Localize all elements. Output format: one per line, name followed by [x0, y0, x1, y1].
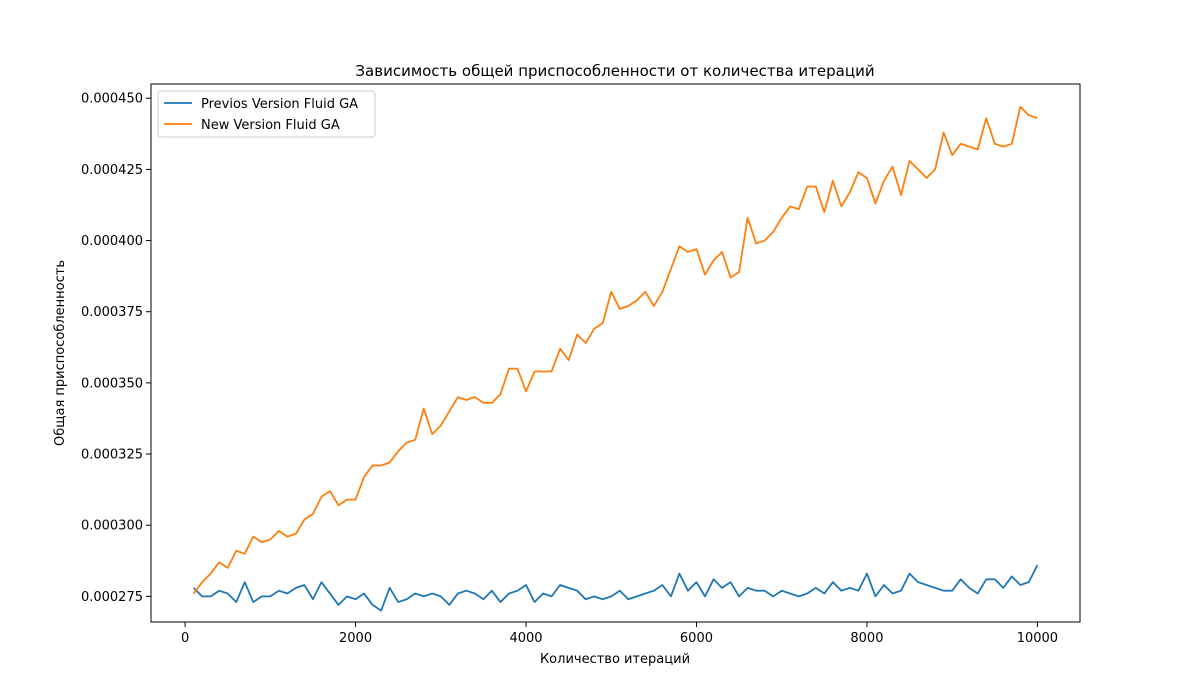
legend-box — [157, 90, 376, 138]
y-axis-label: Общая приспособленность — [53, 260, 68, 446]
y-axis: 0.000275 0.000300 0.000325 0.000350 0.000375… — [81, 92, 151, 605]
x-tick-label: 6000 — [680, 631, 713, 646]
x-tick-label: 10000 — [1017, 631, 1058, 646]
y-tick-label: 0.000275 — [81, 590, 143, 605]
legend-label-previous: Previos Version Fluid GA — [201, 97, 358, 112]
y-tick-label: 0.000350 — [81, 376, 143, 391]
y-tick-label: 0.000300 — [81, 519, 143, 534]
plot-area — [150, 83, 1081, 623]
y-tick-label: 0.000400 — [81, 234, 143, 249]
x-tick-label: 8000 — [850, 631, 883, 646]
chart-title: Зависимость общей приспособленности от к… — [355, 62, 874, 80]
x-axis-label: Количество итераций — [540, 652, 690, 667]
y-tick-label: 0.000425 — [81, 163, 143, 178]
y-tick-label: 0.000450 — [81, 92, 143, 107]
plot-frame — [150, 83, 1081, 623]
x-tick-label: 4000 — [509, 631, 542, 646]
legend-label-new: New Version Fluid GA — [201, 118, 340, 133]
x-tick-label: 0 — [181, 631, 189, 646]
y-tick-label: 0.000375 — [81, 305, 143, 320]
series-line-previous — [192, 564, 1039, 612]
x-axis: 0 2000 4000 6000 8000 10000 — [181, 622, 1058, 646]
y-tick-label: 0.000325 — [81, 448, 143, 463]
x-tick-label: 2000 — [339, 631, 372, 646]
legend: Previos Version Fluid GA New Version Flu… — [157, 90, 376, 138]
series-group — [192, 105, 1039, 612]
series-line-new — [192, 105, 1038, 595]
